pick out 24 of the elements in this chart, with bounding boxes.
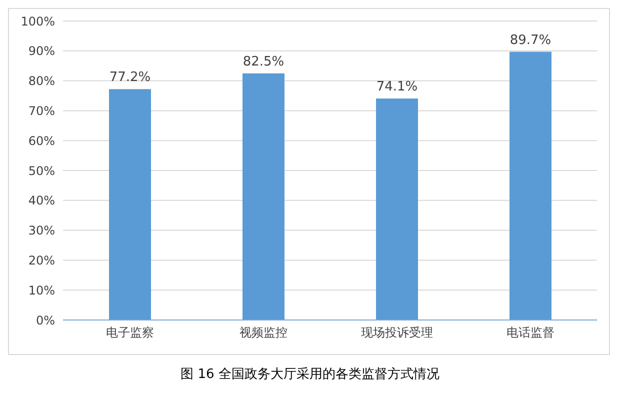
bar [242, 73, 284, 320]
y-tick-label: 20% [28, 253, 55, 268]
y-tick-label: 50% [28, 164, 55, 178]
bar [510, 52, 552, 320]
y-tick-label: 70% [28, 104, 55, 118]
x-tick-label: 视频监控 [239, 326, 288, 340]
data-label: 77.2% [109, 70, 151, 86]
bar [376, 98, 418, 320]
data-label: 74.1% [376, 79, 418, 94]
y-tick-label: 80% [28, 74, 55, 88]
x-tick-label: 现场投诉受理 [360, 326, 433, 340]
x-tick-label: 电子监察 [106, 326, 154, 340]
y-tick-label: 40% [28, 194, 55, 208]
data-label: 82.5% [242, 54, 284, 70]
y-tick-label: 90% [28, 44, 55, 58]
y-tick-label: 0% [36, 313, 55, 328]
y-tick-label: 60% [28, 134, 55, 148]
y-tick-label: 10% [28, 283, 55, 298]
x-tick-label: 电话监督 [506, 326, 554, 340]
text: 图 16 全国政务大厅采用的各类监督方式情况 [180, 366, 440, 383]
bar [109, 89, 151, 320]
data-label: 89.7% [510, 32, 552, 48]
y-tick-label: 30% [28, 224, 55, 238]
y-tick-label: 100% [20, 14, 55, 28]
